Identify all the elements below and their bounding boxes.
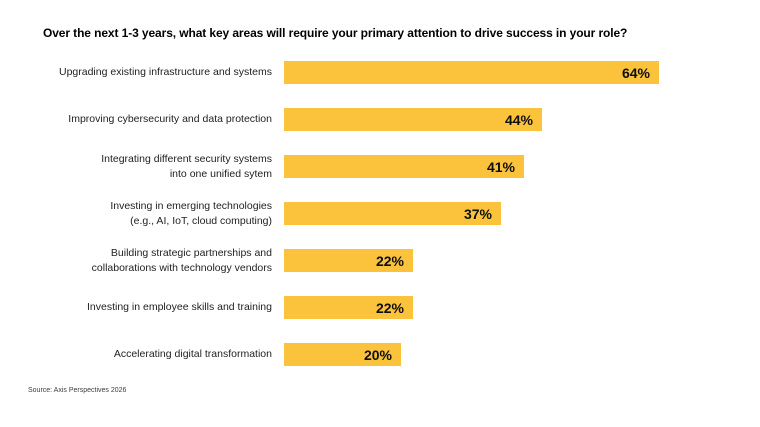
bar-value-label: 64% — [621, 64, 650, 81]
bar-value-label: 44% — [504, 111, 533, 128]
bar-track: 37% — [284, 202, 760, 225]
bar-row: Accelerating digital transformation 20% — [0, 331, 760, 378]
category-label: Building strategic partnerships and coll… — [91, 246, 272, 274]
bar: 22% — [284, 249, 413, 272]
bar: 22% — [284, 296, 413, 319]
bar-row: Upgrading existing infrastructure and sy… — [0, 49, 760, 96]
bar: 37% — [284, 202, 501, 225]
bar: 41% — [284, 155, 524, 178]
bar-row: Investing in employee skills and trainin… — [0, 284, 760, 331]
bar-value-label: 41% — [486, 158, 515, 175]
bar-track: 22% — [284, 249, 760, 272]
bar-row: Building strategic partnerships and coll… — [0, 237, 760, 284]
bar-chart: Upgrading existing infrastructure and sy… — [0, 49, 760, 378]
category-label: Integrating different security systems i… — [101, 152, 272, 180]
bar-value-label: 20% — [363, 346, 392, 363]
bar: 64% — [284, 61, 659, 84]
bar-track: 64% — [284, 61, 760, 84]
bar-track: 22% — [284, 296, 760, 319]
category-label: Accelerating digital transformation — [113, 348, 272, 360]
category-label: Investing in employee skills and trainin… — [86, 301, 272, 313]
bar: 20% — [284, 343, 401, 366]
bar: 44% — [284, 108, 542, 131]
bar-value-label: 22% — [375, 252, 404, 269]
chart-title: Over the next 1-3 years, what key areas … — [43, 26, 628, 40]
bar-row: Investing in emerging technologies (e.g.… — [0, 190, 760, 237]
bar-track: 41% — [284, 155, 760, 178]
bar-track: 44% — [284, 108, 760, 131]
bar-row: Improving cybersecurity and data protect… — [0, 96, 760, 143]
source-note: Source: Axis Perspectives 2026 — [28, 387, 127, 394]
bar-track: 20% — [284, 343, 760, 366]
bar-value-label: 22% — [375, 299, 404, 316]
category-label: Investing in emerging technologies (e.g.… — [110, 199, 272, 227]
category-label: Upgrading existing infrastructure and sy… — [58, 66, 272, 78]
category-label: Improving cybersecurity and data protect… — [68, 113, 272, 125]
bar-row: Integrating different security systems i… — [0, 143, 760, 190]
bar-value-label: 37% — [463, 205, 492, 222]
